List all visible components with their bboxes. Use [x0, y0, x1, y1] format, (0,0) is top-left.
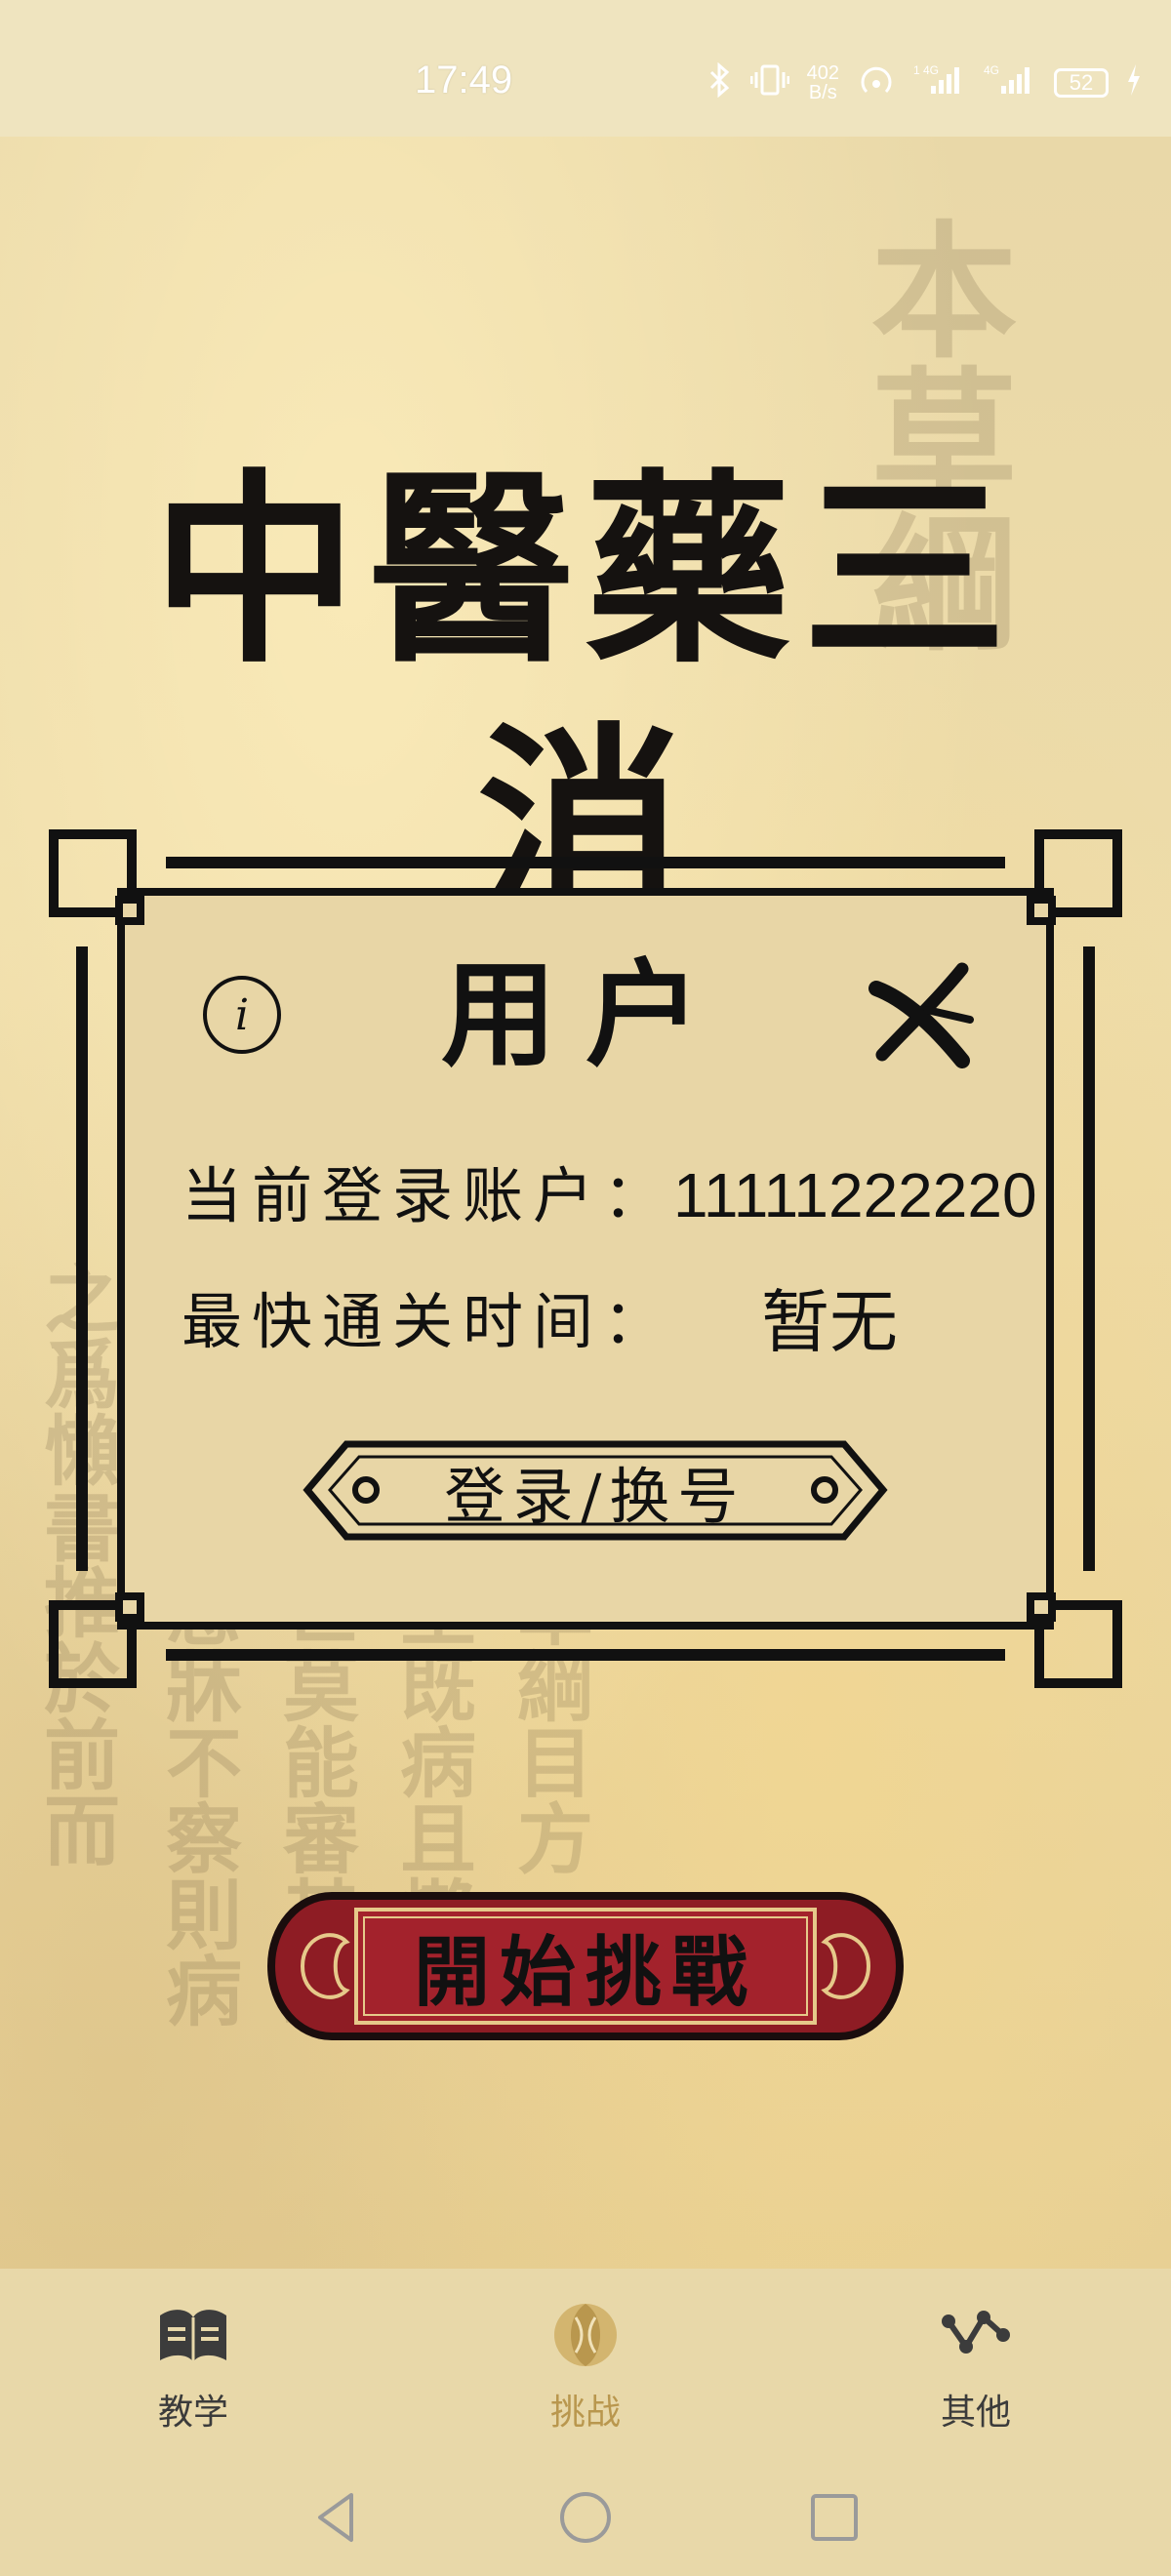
- account-value: 11111222220: [673, 1160, 1037, 1230]
- nav-label-teaching: 教学: [157, 2393, 228, 2433]
- start-challenge-label: 開始挑戰: [413, 1928, 757, 2017]
- dialog-frame-line: [76, 946, 88, 1571]
- bottom-nav: 教学 挑战 其他: [0, 2269, 1171, 2464]
- frame-corner: [49, 829, 144, 925]
- nav-label-other: 其他: [940, 2393, 1011, 2433]
- nav-item-other[interactable]: 其他: [878, 2296, 1073, 2442]
- home-icon[interactable]: [551, 2483, 620, 2552]
- info-icon[interactable]: i: [203, 976, 281, 1054]
- status-icons: 402 B/s 1 4G 4G 52: [707, 59, 1142, 107]
- account-row: 当前登录账户：11111222220: [182, 1156, 1037, 1235]
- system-nav-bar: [0, 2464, 1171, 2576]
- nav-item-challenge[interactable]: 挑战: [488, 2296, 683, 2442]
- user-dialog: i 用户 当前登录账户：11111222220 最快通关时间： 暂无 登录/换号: [49, 829, 1122, 1688]
- app-title: 中醫藥三消: [151, 450, 1019, 945]
- nav-label-challenge: 挑战: [549, 2393, 621, 2433]
- close-icon[interactable]: [868, 961, 976, 1068]
- recents-icon[interactable]: [800, 2483, 868, 2552]
- svg-text:4G: 4G: [984, 63, 999, 77]
- network-icon: [942, 2311, 1010, 2354]
- fastest-time-row: 最快通关时间：: [182, 1283, 673, 1361]
- vibrate-icon: [749, 62, 790, 103]
- frame-corner: [49, 1592, 144, 1688]
- dialog-frame-line: [166, 1649, 1005, 1661]
- battery-icon: 52: [1054, 68, 1109, 98]
- frame-corner: [1027, 829, 1122, 925]
- status-bar: 17:49 402 B/s 1 4G 4G 52: [0, 0, 1171, 137]
- battery-level: 52: [1069, 70, 1094, 95]
- net-speed-value: 402: [806, 62, 839, 84]
- network-speed: 402 B/s: [807, 63, 839, 102]
- dialog-title: 用户: [440, 946, 730, 1082]
- dialog-frame-line: [166, 857, 1005, 868]
- challenge-icon: [554, 2304, 617, 2366]
- book-icon: [160, 2310, 226, 2362]
- background-calligraphy: 之爲懶書推於前而: [24, 1259, 126, 1868]
- status-time: 17:49: [415, 59, 513, 101]
- start-challenge-button[interactable]: 開始挑戰: [263, 1888, 908, 2044]
- nav-item-teaching[interactable]: 教学: [96, 2296, 291, 2442]
- login-switch-label: 登录/换号: [444, 1460, 747, 1532]
- net-speed-unit: B/s: [808, 82, 837, 103]
- bluetooth-icon: [707, 61, 733, 103]
- background-calligraphy: 惡牀不察則病: [153, 1571, 242, 2028]
- svg-text:1 4G: 1 4G: [913, 63, 939, 77]
- frame-corner: [1027, 1592, 1122, 1688]
- login-switch-button[interactable]: 登录/换号: [303, 1439, 888, 1542]
- hotspot-icon: [857, 62, 896, 103]
- signal-1-icon: 1 4G: [913, 62, 966, 103]
- back-icon[interactable]: [303, 2483, 371, 2552]
- background-calligraphy: 本草綱: [846, 215, 1018, 654]
- charging-icon: [1126, 62, 1142, 103]
- dialog-frame-line: [1083, 946, 1095, 1571]
- fastest-time-label: 最快通关时间：: [182, 1286, 674, 1357]
- fastest-time-value: 暂无: [761, 1284, 898, 1360]
- signal-2-icon: 4G: [984, 62, 1036, 103]
- account-label: 当前登录账户：: [182, 1160, 674, 1231]
